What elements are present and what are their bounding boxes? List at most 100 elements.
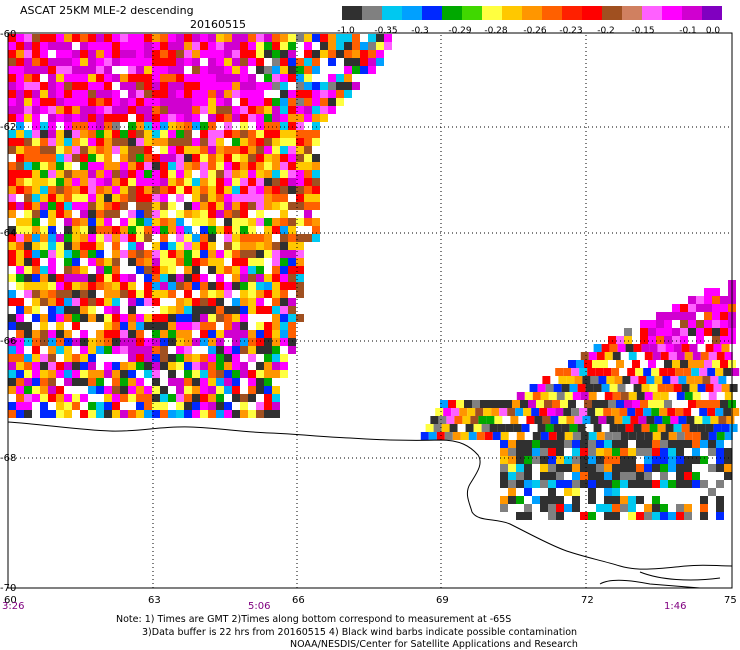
wind-cell	[548, 488, 556, 496]
wind-cell	[192, 290, 200, 298]
wind-cell	[120, 226, 128, 234]
wind-cell	[720, 312, 728, 320]
wind-cell	[16, 162, 24, 170]
wind-cell	[296, 42, 304, 50]
wind-cell	[152, 186, 160, 194]
wind-cell	[224, 402, 232, 410]
wind-cell	[16, 298, 24, 306]
wind-cell	[288, 226, 296, 234]
wind-cell	[633, 384, 642, 392]
wind-cell	[16, 218, 24, 226]
wind-cell	[96, 226, 104, 234]
scale-label: -0.28	[484, 26, 508, 36]
wind-cell	[224, 50, 232, 58]
wind-cell	[144, 282, 152, 290]
wind-cell	[296, 218, 304, 226]
wind-cell	[64, 66, 72, 74]
wind-cell	[304, 98, 312, 106]
wind-cell	[144, 74, 152, 82]
wind-cell	[152, 226, 160, 234]
wind-cell	[676, 392, 685, 400]
wind-cell	[712, 312, 720, 320]
wind-cell	[240, 122, 248, 130]
wind-cell	[112, 146, 120, 154]
wind-cell	[516, 456, 524, 464]
wind-cell	[304, 162, 312, 170]
wind-cell	[136, 90, 144, 98]
wind-cell	[296, 258, 304, 266]
wind-cell	[256, 234, 264, 242]
wind-cell	[572, 448, 580, 456]
wind-cell	[48, 106, 56, 114]
wind-cell	[670, 376, 679, 384]
wind-cell	[104, 402, 112, 410]
wind-cell	[104, 290, 112, 298]
wind-cell	[40, 282, 48, 290]
wind-cell	[614, 416, 623, 424]
wind-cell	[96, 98, 104, 106]
wind-cell	[208, 402, 216, 410]
wind-cell	[280, 186, 288, 194]
wind-cell	[8, 282, 16, 290]
wind-cell	[104, 130, 112, 138]
wind-cell	[540, 440, 548, 448]
wind-cell	[168, 130, 176, 138]
wind-cell	[176, 242, 184, 250]
wind-cell	[516, 472, 524, 480]
wind-cell	[48, 162, 56, 170]
wind-cell	[64, 34, 72, 42]
wind-cell	[136, 242, 144, 250]
wind-cell	[312, 122, 320, 130]
wind-cell	[120, 346, 128, 354]
wind-cell	[617, 384, 626, 392]
wind-cell	[200, 274, 208, 282]
wind-cell	[572, 480, 580, 488]
wind-cell	[620, 464, 628, 472]
wind-cell	[652, 440, 660, 448]
wind-cell	[48, 50, 56, 58]
wind-cell	[48, 386, 56, 394]
wind-cell	[537, 424, 546, 432]
wind-cell	[224, 210, 232, 218]
wind-cell	[80, 234, 88, 242]
wind-cell	[216, 146, 224, 154]
wind-cell	[625, 424, 634, 432]
wind-cell	[280, 58, 288, 66]
wind-cell	[168, 194, 176, 202]
wind-cell	[24, 378, 32, 386]
wind-cell	[464, 400, 472, 408]
wind-cell	[144, 218, 152, 226]
wind-cell	[200, 162, 208, 170]
wind-cell	[32, 130, 40, 138]
wind-cell	[256, 306, 264, 314]
wind-cell	[56, 66, 64, 74]
wind-cell	[48, 306, 56, 314]
wind-cell	[112, 186, 120, 194]
wind-cell	[288, 282, 296, 290]
wind-cell	[112, 178, 120, 186]
wind-cell	[192, 218, 200, 226]
wind-cell	[208, 338, 216, 346]
wind-cell	[88, 114, 96, 122]
wind-cell	[224, 282, 232, 290]
wind-cell	[272, 114, 280, 122]
wind-cell	[588, 432, 597, 440]
wind-cell	[120, 274, 128, 282]
wind-cell	[470, 416, 479, 424]
wind-cell	[64, 170, 72, 178]
wind-cell	[280, 178, 288, 186]
wind-cell	[256, 106, 264, 114]
wind-cell	[176, 82, 184, 90]
wind-cell	[224, 410, 232, 418]
wind-cell	[555, 368, 564, 376]
wind-cell	[160, 386, 168, 394]
wind-cell	[8, 314, 16, 322]
wind-cell	[688, 360, 696, 368]
wind-cell	[80, 282, 88, 290]
wind-cell	[224, 90, 232, 98]
wind-cell	[288, 346, 296, 354]
wind-cell	[200, 58, 208, 66]
wind-cell	[264, 106, 272, 114]
wind-cell	[532, 432, 541, 440]
wind-cell	[72, 402, 80, 410]
